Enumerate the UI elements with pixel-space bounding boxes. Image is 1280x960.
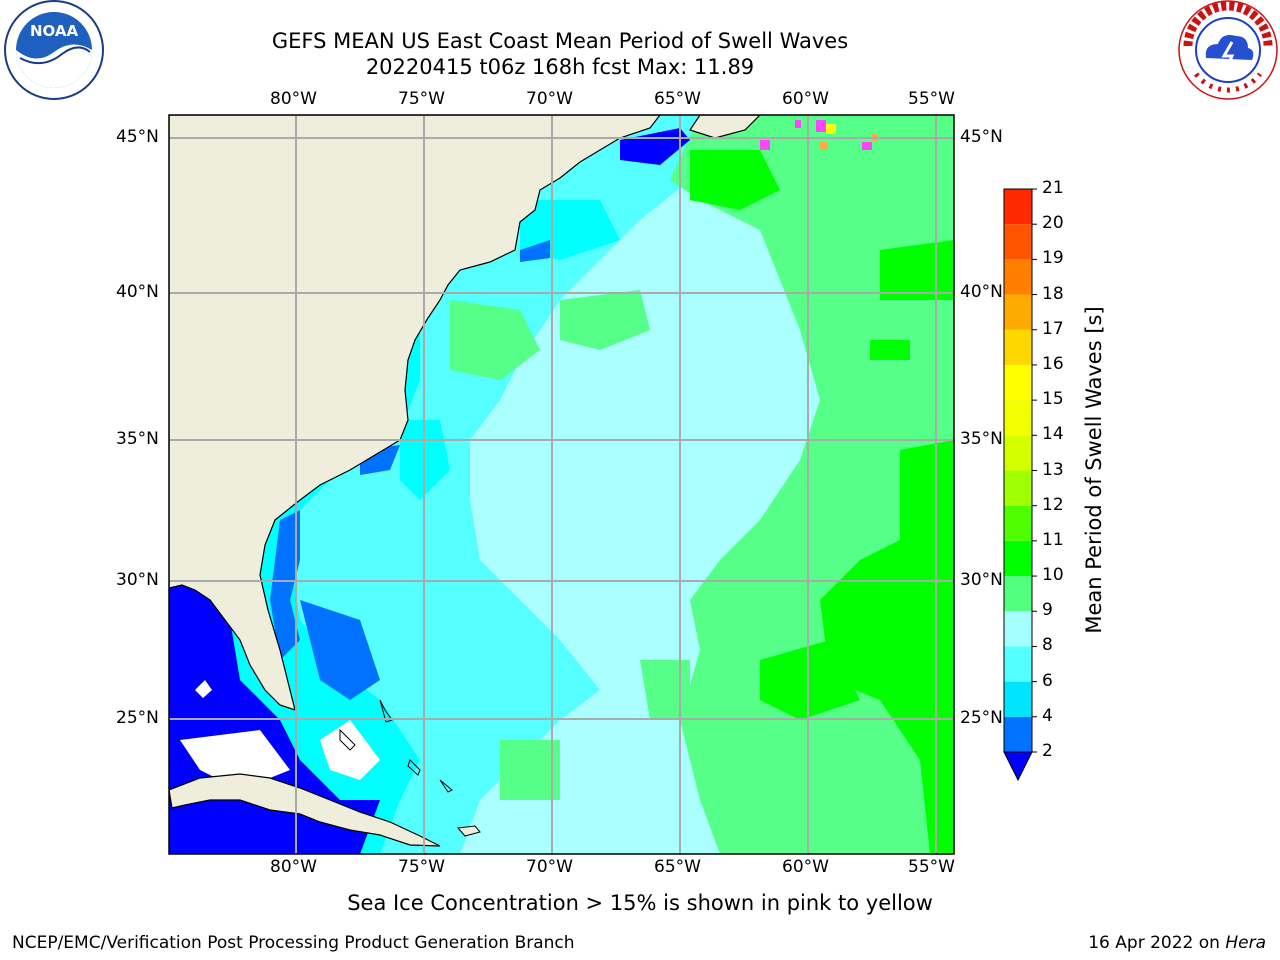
lat-label-right: 30°N xyxy=(960,570,1003,590)
colorbar-tick-label: 4 xyxy=(1042,705,1053,726)
lat-label-left: 40°N xyxy=(116,282,159,302)
lon-label-top: 55°W xyxy=(908,89,955,109)
lon-label-bottom: 65°W xyxy=(654,857,701,877)
colorbar-segment xyxy=(1004,716,1032,752)
colorbar-tick-label: 21 xyxy=(1042,178,1064,198)
chart-title: GEFS MEAN US East Coast Mean Period of S… xyxy=(271,29,849,53)
lon-label-bottom: 80°W xyxy=(270,857,317,877)
map-area xyxy=(169,115,954,854)
colorbar-segment xyxy=(1004,470,1032,506)
lon-label-bottom: 70°W xyxy=(526,857,573,877)
lat-label-right: 35°N xyxy=(960,429,1003,449)
noaa-logo: NOAA xyxy=(4,0,104,100)
colorbar-tick-label: 17 xyxy=(1042,318,1064,339)
colorbar-segment xyxy=(1004,540,1032,577)
colorbar-extend-arrow xyxy=(1003,751,1033,782)
lat-label-left: 35°N xyxy=(116,429,159,449)
lon-label-bottom: 75°W xyxy=(398,857,445,877)
colorbar-tick-label: 9 xyxy=(1042,600,1053,621)
colorbar-segment xyxy=(1004,189,1032,225)
colorbar-segment xyxy=(1004,681,1032,717)
lon-label-bottom: 60°W xyxy=(782,857,829,877)
lon-label-top: 80°W xyxy=(270,89,317,109)
land-cuba xyxy=(169,773,441,847)
colorbar-tick-label: 20 xyxy=(1042,213,1064,234)
lon-label-bottom: 55°W xyxy=(908,857,955,877)
colorbar-segment xyxy=(1004,611,1032,647)
noaa-logo-text: NOAA xyxy=(30,22,79,40)
colorbar-segment xyxy=(1004,329,1032,365)
colorbar-tick-label: 6 xyxy=(1042,670,1053,691)
colorbar-tick-label: 15 xyxy=(1042,389,1064,410)
colorbar-tick-label: 19 xyxy=(1042,248,1064,269)
land-nova-scotia xyxy=(689,115,761,139)
colorbar-segment xyxy=(1004,400,1032,436)
colorbar-label: Mean Period of Swell Waves [s] xyxy=(1082,306,1106,634)
colorbar-segment xyxy=(1004,505,1032,541)
map-frame xyxy=(168,114,955,855)
colorbar-tick-label: 11 xyxy=(1042,529,1064,550)
lat-label-left: 45°N xyxy=(116,127,159,147)
lat-label-left: 30°N xyxy=(116,570,159,590)
colorbar-tick-label: 12 xyxy=(1042,494,1064,515)
colorbar-tick-label: 14 xyxy=(1042,424,1064,445)
lat-label-right: 40°N xyxy=(960,282,1003,302)
lon-label-top: 65°W xyxy=(654,89,701,109)
colorbar-segment xyxy=(1004,435,1032,471)
colorbar-tick-label: 18 xyxy=(1042,283,1064,304)
colorbar-segment xyxy=(1004,224,1032,260)
lat-label-right: 45°N xyxy=(960,127,1003,147)
colorbar-tick-label: 10 xyxy=(1042,565,1064,586)
lat-label-left: 25°N xyxy=(116,708,159,728)
chart-subtitle: 20220415 t06z 168h fcst Max: 11.89 xyxy=(365,55,755,79)
colorbar-segment xyxy=(1004,294,1032,330)
footer-date: 16 Apr 2022 on Hera xyxy=(1088,933,1266,953)
footer-date-text: 16 Apr 2022 on xyxy=(1088,933,1226,953)
colorbar-segment xyxy=(1004,364,1032,401)
land-north-america xyxy=(169,115,661,711)
lon-label-top: 70°W xyxy=(526,89,573,109)
colorbar-segment xyxy=(1004,646,1032,682)
footer-machine: Hera xyxy=(1225,933,1266,953)
nws-logo xyxy=(1178,0,1278,100)
colorbar-segment xyxy=(1004,259,1032,295)
colorbar-tick-label: 2 xyxy=(1042,741,1053,761)
colorbar-tick-label: 8 xyxy=(1042,635,1053,656)
colorbar-segment xyxy=(1004,576,1032,612)
sea-ice-note: Sea Ice Concentration > 15% is shown in … xyxy=(347,891,933,915)
graticule xyxy=(169,115,954,854)
colorbar-tick-label: 16 xyxy=(1042,353,1064,374)
lat-label-right: 25°N xyxy=(960,708,1003,728)
colorbar-tick-label: 13 xyxy=(1042,459,1064,480)
footer-credit: NCEP/EMC/Verification Post Processing Pr… xyxy=(12,933,575,953)
lon-label-top: 75°W xyxy=(398,89,445,109)
swell-field-10-11 xyxy=(690,150,780,210)
lon-label-top: 60°W xyxy=(782,89,829,109)
colorbar xyxy=(1003,188,1037,782)
